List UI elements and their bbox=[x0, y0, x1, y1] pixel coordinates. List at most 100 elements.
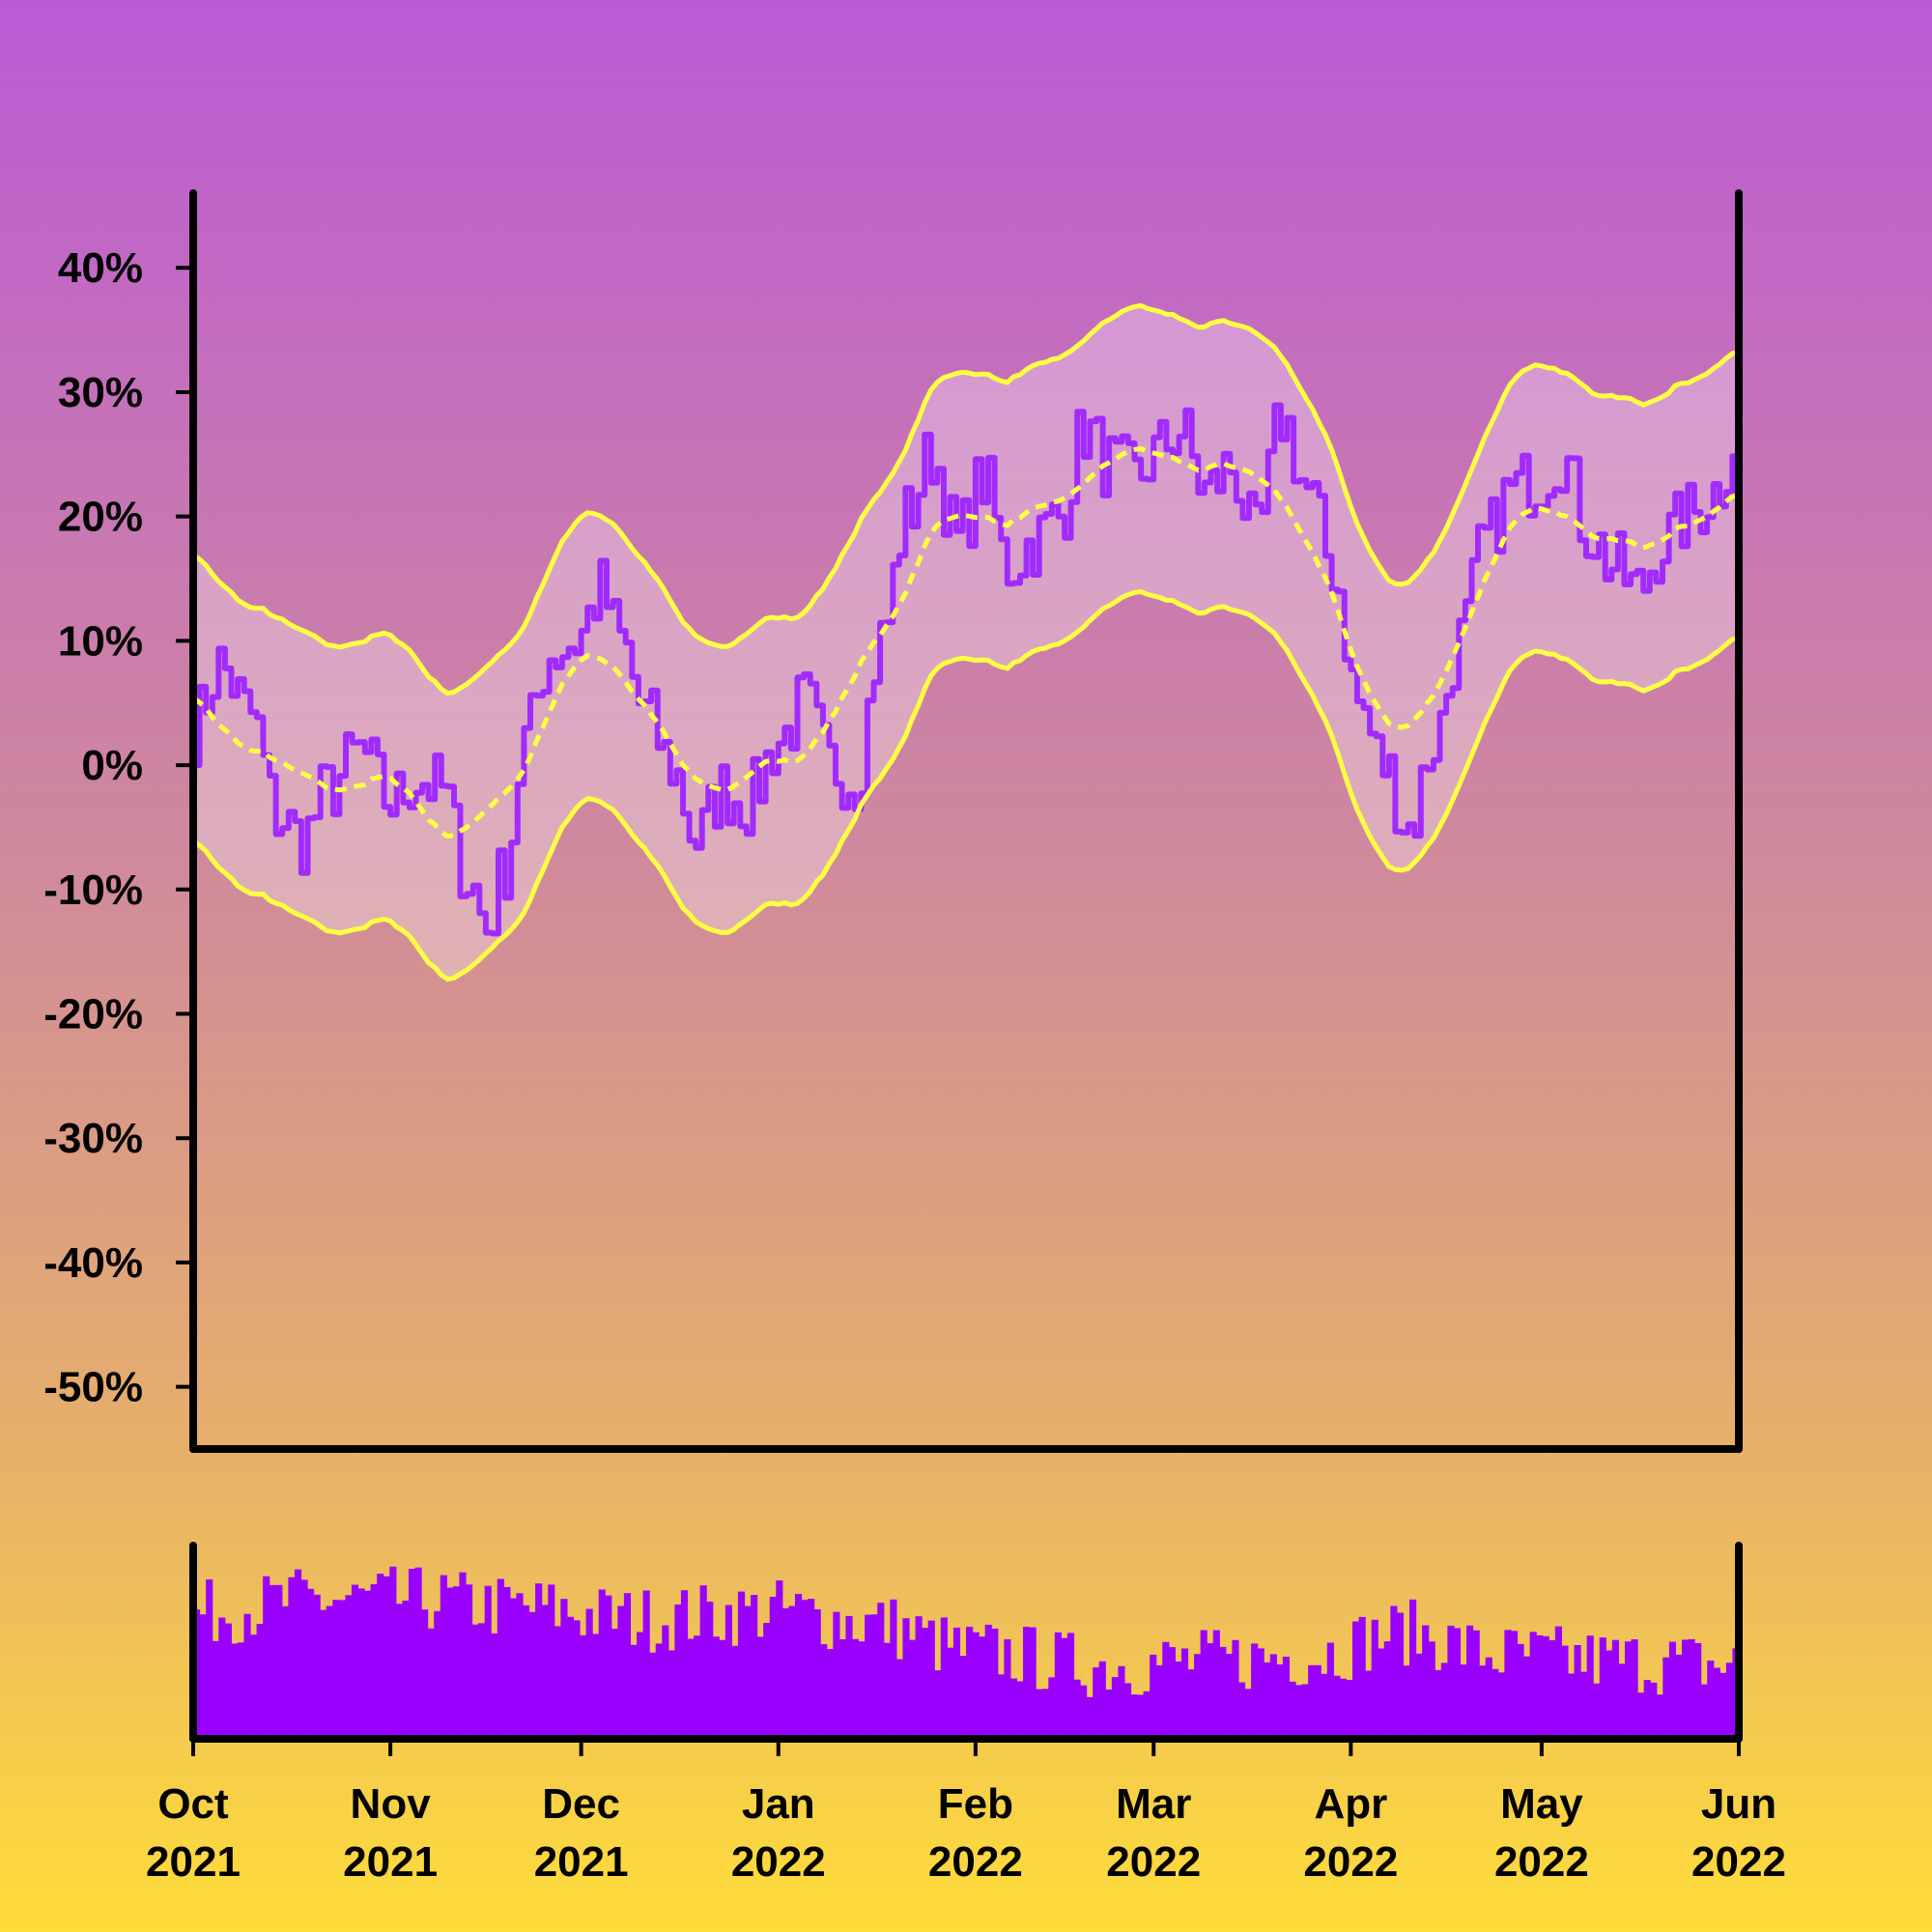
volume-bar bbox=[605, 1595, 612, 1739]
volume-bar bbox=[313, 1594, 321, 1739]
volume-bar bbox=[1492, 1668, 1499, 1739]
volume-bar bbox=[503, 1586, 511, 1739]
x-tick-year: 2021 bbox=[146, 1838, 241, 1886]
volume-bar bbox=[984, 1624, 992, 1739]
volume-bar bbox=[288, 1577, 296, 1739]
volume-bar bbox=[1688, 1638, 1695, 1739]
volume-bar bbox=[440, 1575, 447, 1739]
volume-bar bbox=[699, 1585, 707, 1739]
volume-bar bbox=[1485, 1657, 1492, 1739]
volume-bar bbox=[858, 1641, 866, 1739]
volume-bar bbox=[737, 1591, 746, 1739]
volume-bar bbox=[1523, 1656, 1531, 1739]
volume-bar bbox=[1244, 1689, 1252, 1739]
y-tick-label: 40% bbox=[58, 244, 143, 292]
volume-bar bbox=[623, 1593, 632, 1739]
volume-bar bbox=[694, 1635, 701, 1739]
volume-bar bbox=[592, 1634, 600, 1739]
volume-bar bbox=[1023, 1627, 1031, 1739]
volume-bar bbox=[535, 1583, 543, 1739]
volume-bar bbox=[1294, 1685, 1303, 1739]
volume-bar bbox=[751, 1595, 758, 1739]
volume-bar bbox=[1048, 1677, 1056, 1739]
volume-bar bbox=[649, 1652, 657, 1739]
volume-bar bbox=[1403, 1665, 1410, 1739]
volume-bar bbox=[370, 1584, 378, 1739]
x-tick-month: Oct bbox=[157, 1780, 229, 1828]
x-tick-label: Jun 2022 bbox=[1691, 1780, 1786, 1886]
volume-bar bbox=[1574, 1645, 1581, 1739]
x-tick-month: Apr bbox=[1314, 1780, 1387, 1828]
volume-bar bbox=[1321, 1673, 1328, 1739]
volume-bar bbox=[972, 1632, 980, 1739]
volume-bar bbox=[421, 1609, 429, 1739]
volume-bar bbox=[326, 1605, 333, 1739]
volume-bar bbox=[1093, 1667, 1100, 1739]
volume-bar bbox=[377, 1574, 384, 1739]
volume-bar bbox=[497, 1578, 504, 1739]
volume-bar bbox=[927, 1620, 935, 1739]
volume-bar bbox=[1339, 1678, 1348, 1739]
volume-bar bbox=[1269, 1654, 1277, 1739]
volume-bar bbox=[1111, 1677, 1119, 1739]
volume-bar bbox=[199, 1614, 207, 1739]
volume-bar bbox=[1694, 1642, 1702, 1739]
volume-bar bbox=[1611, 1639, 1620, 1739]
y-tick-label: -20% bbox=[43, 991, 143, 1038]
volume-bar bbox=[364, 1590, 372, 1739]
volume-bar bbox=[1409, 1599, 1417, 1739]
volume-bar bbox=[1707, 1661, 1715, 1739]
volume-bar bbox=[598, 1589, 606, 1739]
y-tick-label: 0% bbox=[81, 742, 143, 789]
volume-bar bbox=[1105, 1690, 1113, 1739]
volume-bar bbox=[991, 1628, 999, 1739]
volume-bar bbox=[465, 1584, 473, 1739]
volume-bar bbox=[1466, 1625, 1474, 1739]
volume-bar bbox=[1713, 1667, 1720, 1739]
volume-bar bbox=[687, 1638, 695, 1739]
x-tick-month: May bbox=[1500, 1780, 1583, 1828]
volume-bar bbox=[1536, 1634, 1544, 1739]
volume-bar bbox=[1066, 1633, 1075, 1739]
volume-bar bbox=[1016, 1681, 1024, 1739]
volume-bar bbox=[427, 1628, 435, 1739]
volume-bar bbox=[263, 1576, 270, 1739]
volume-bar bbox=[1301, 1684, 1309, 1739]
volume-bar bbox=[1599, 1637, 1606, 1739]
volume-bar bbox=[307, 1588, 315, 1739]
volume-bar bbox=[1517, 1643, 1524, 1739]
volume-bar bbox=[1137, 1694, 1145, 1739]
volume-bar bbox=[1479, 1665, 1487, 1739]
volume-bar bbox=[484, 1585, 492, 1739]
lower-band-line bbox=[191, 588, 1740, 982]
volume-bar bbox=[1194, 1654, 1202, 1739]
band-fill bbox=[193, 305, 1739, 980]
volume-bar bbox=[1004, 1639, 1011, 1739]
volume-bar bbox=[509, 1598, 518, 1739]
price-plot bbox=[191, 302, 1742, 982]
volume-bar bbox=[1460, 1664, 1467, 1739]
volume-bar bbox=[788, 1605, 796, 1739]
volume-bar bbox=[1232, 1639, 1239, 1739]
volume-bar bbox=[1073, 1679, 1081, 1739]
volume-bar bbox=[300, 1579, 308, 1739]
volume-bar bbox=[1472, 1630, 1480, 1739]
volume-bar bbox=[459, 1572, 467, 1739]
y-tick-label: 10% bbox=[58, 617, 143, 665]
volume-bar bbox=[744, 1605, 752, 1739]
volume-bar bbox=[281, 1605, 289, 1739]
volume-bar bbox=[1605, 1650, 1613, 1739]
volume-bar bbox=[345, 1595, 353, 1739]
volume-bar bbox=[1143, 1690, 1151, 1739]
volume-bar bbox=[1308, 1664, 1316, 1739]
volume-bar bbox=[1162, 1641, 1170, 1739]
volume-bar bbox=[1618, 1663, 1626, 1739]
volume-bar bbox=[237, 1642, 245, 1739]
volume-bar bbox=[1098, 1661, 1106, 1739]
x-tick-label: Jan 2022 bbox=[731, 1780, 826, 1886]
volume-bar bbox=[1326, 1642, 1334, 1739]
volume-bar bbox=[1554, 1626, 1562, 1739]
volume-bar bbox=[1212, 1630, 1220, 1739]
volume-bar bbox=[1700, 1684, 1708, 1739]
